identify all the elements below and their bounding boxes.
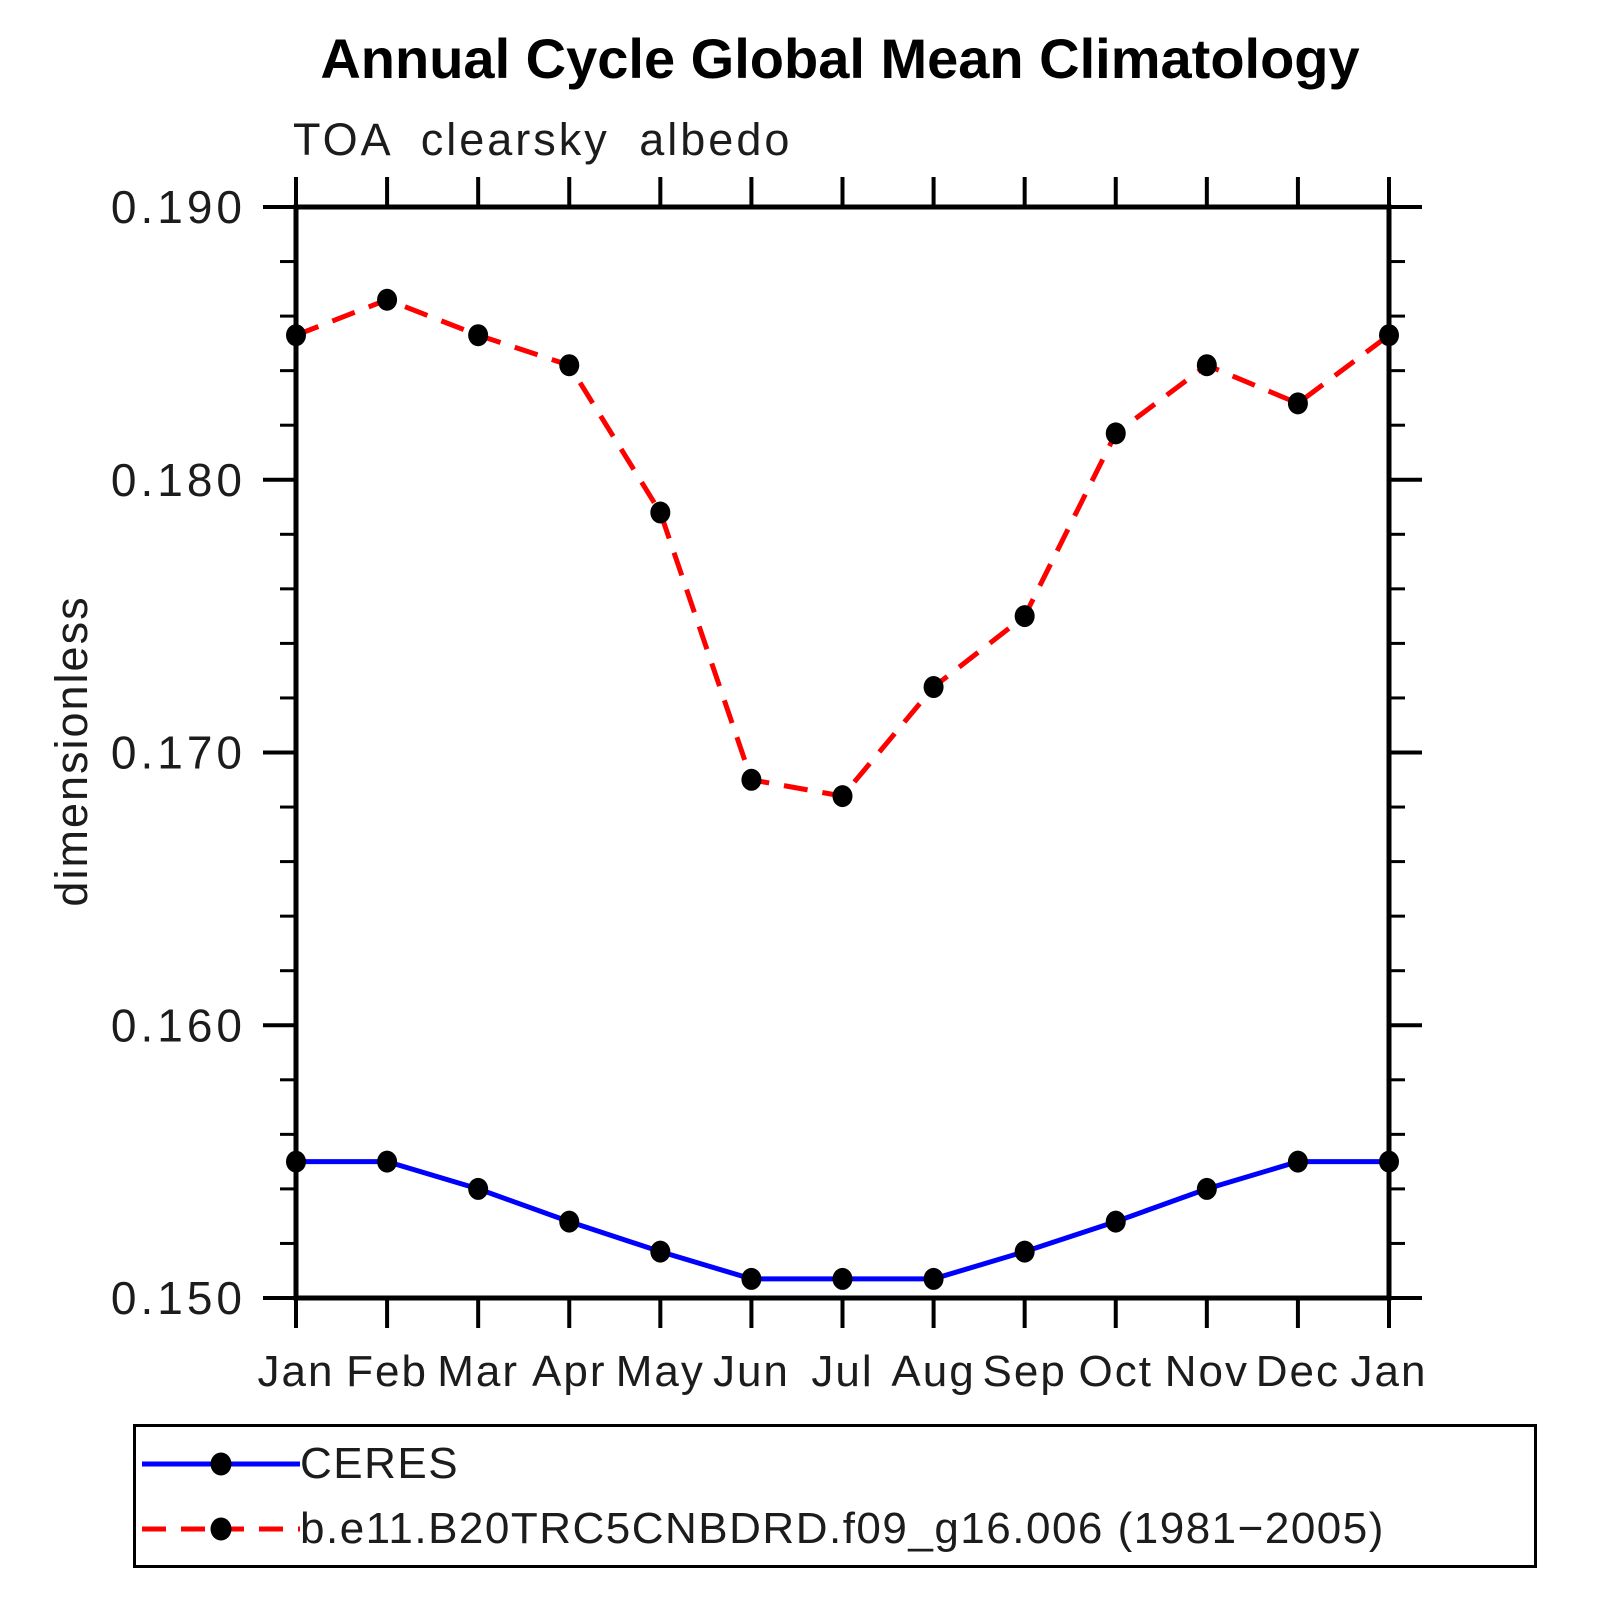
x-tick-label: Jan xyxy=(1351,1347,1428,1396)
series-line-ceres xyxy=(296,1159,1389,1282)
data-point xyxy=(650,1240,671,1263)
data-point xyxy=(923,676,944,699)
data-point xyxy=(832,1267,853,1290)
legend-item-ceres: CERES xyxy=(136,1438,459,1490)
legend-item-model: b.e11.B20TRC5CNBDRD.f09_g16.006 (1981−20… xyxy=(136,1503,1385,1555)
data-point xyxy=(286,324,306,347)
y-tick-label: 0.180 xyxy=(111,454,246,506)
data-point xyxy=(1105,422,1126,445)
data-point xyxy=(1196,1177,1217,1200)
data-point xyxy=(1379,1150,1399,1173)
y-tick-label: 0.160 xyxy=(111,999,246,1051)
black-dot-marker-icon xyxy=(210,1517,232,1541)
data-point xyxy=(1014,605,1035,628)
x-tick-label: Mar xyxy=(437,1347,519,1396)
legend-box: CERES b.e11.B20TRC5CNBDRD.f09_g16.006 (1… xyxy=(133,1424,1537,1568)
data-point xyxy=(1014,1240,1035,1263)
x-tick-label: Sep xyxy=(983,1347,1067,1396)
black-dot-marker-icon xyxy=(210,1452,232,1476)
data-point xyxy=(377,1150,398,1173)
legend-sample-model xyxy=(142,1503,300,1555)
data-point xyxy=(650,501,671,524)
x-tick-label: Jul xyxy=(811,1347,873,1396)
data-point xyxy=(559,1210,580,1233)
chart-subtitle: TOA clearsky albedo xyxy=(293,114,793,165)
x-tick-label: Apr xyxy=(532,1347,606,1396)
data-point xyxy=(1379,324,1399,347)
data-point xyxy=(1105,1210,1126,1233)
series-line-model xyxy=(295,297,1391,799)
data-point xyxy=(832,785,853,808)
data-point xyxy=(559,354,580,377)
chart-title: Annual Cycle Global Mean Climatology xyxy=(320,27,1360,90)
y-tick-label: 0.190 xyxy=(111,181,246,233)
x-tick-label: May xyxy=(616,1347,705,1396)
y-tick-label: 0.150 xyxy=(111,1272,246,1324)
legend-sample-ceres xyxy=(142,1438,300,1490)
data-point xyxy=(468,1177,489,1200)
plot-frame xyxy=(293,204,1392,1301)
data-point xyxy=(741,768,762,791)
data-point xyxy=(1287,392,1308,415)
x-tick-label: Jun xyxy=(713,1347,790,1396)
x-tick-label: Feb xyxy=(346,1347,428,1396)
x-tick-label: Nov xyxy=(1165,1347,1249,1396)
data-point xyxy=(1196,354,1217,377)
x-tick-label: Aug xyxy=(891,1347,975,1396)
legend-label-ceres: CERES xyxy=(300,1439,460,1488)
data-point xyxy=(1287,1150,1308,1173)
data-point xyxy=(377,288,398,311)
y-tick-label: 0.170 xyxy=(111,727,246,779)
data-point xyxy=(468,324,489,347)
x-tick-label: Jan xyxy=(258,1347,335,1396)
x-tick-label: Dec xyxy=(1256,1347,1340,1396)
data-point xyxy=(741,1267,762,1290)
x-tick-label: Oct xyxy=(1079,1347,1153,1396)
legend-label-model: b.e11.B20TRC5CNBDRD.f09_g16.006 (1981−20… xyxy=(300,1504,1385,1553)
data-point xyxy=(286,1150,306,1173)
data-point xyxy=(923,1267,944,1290)
